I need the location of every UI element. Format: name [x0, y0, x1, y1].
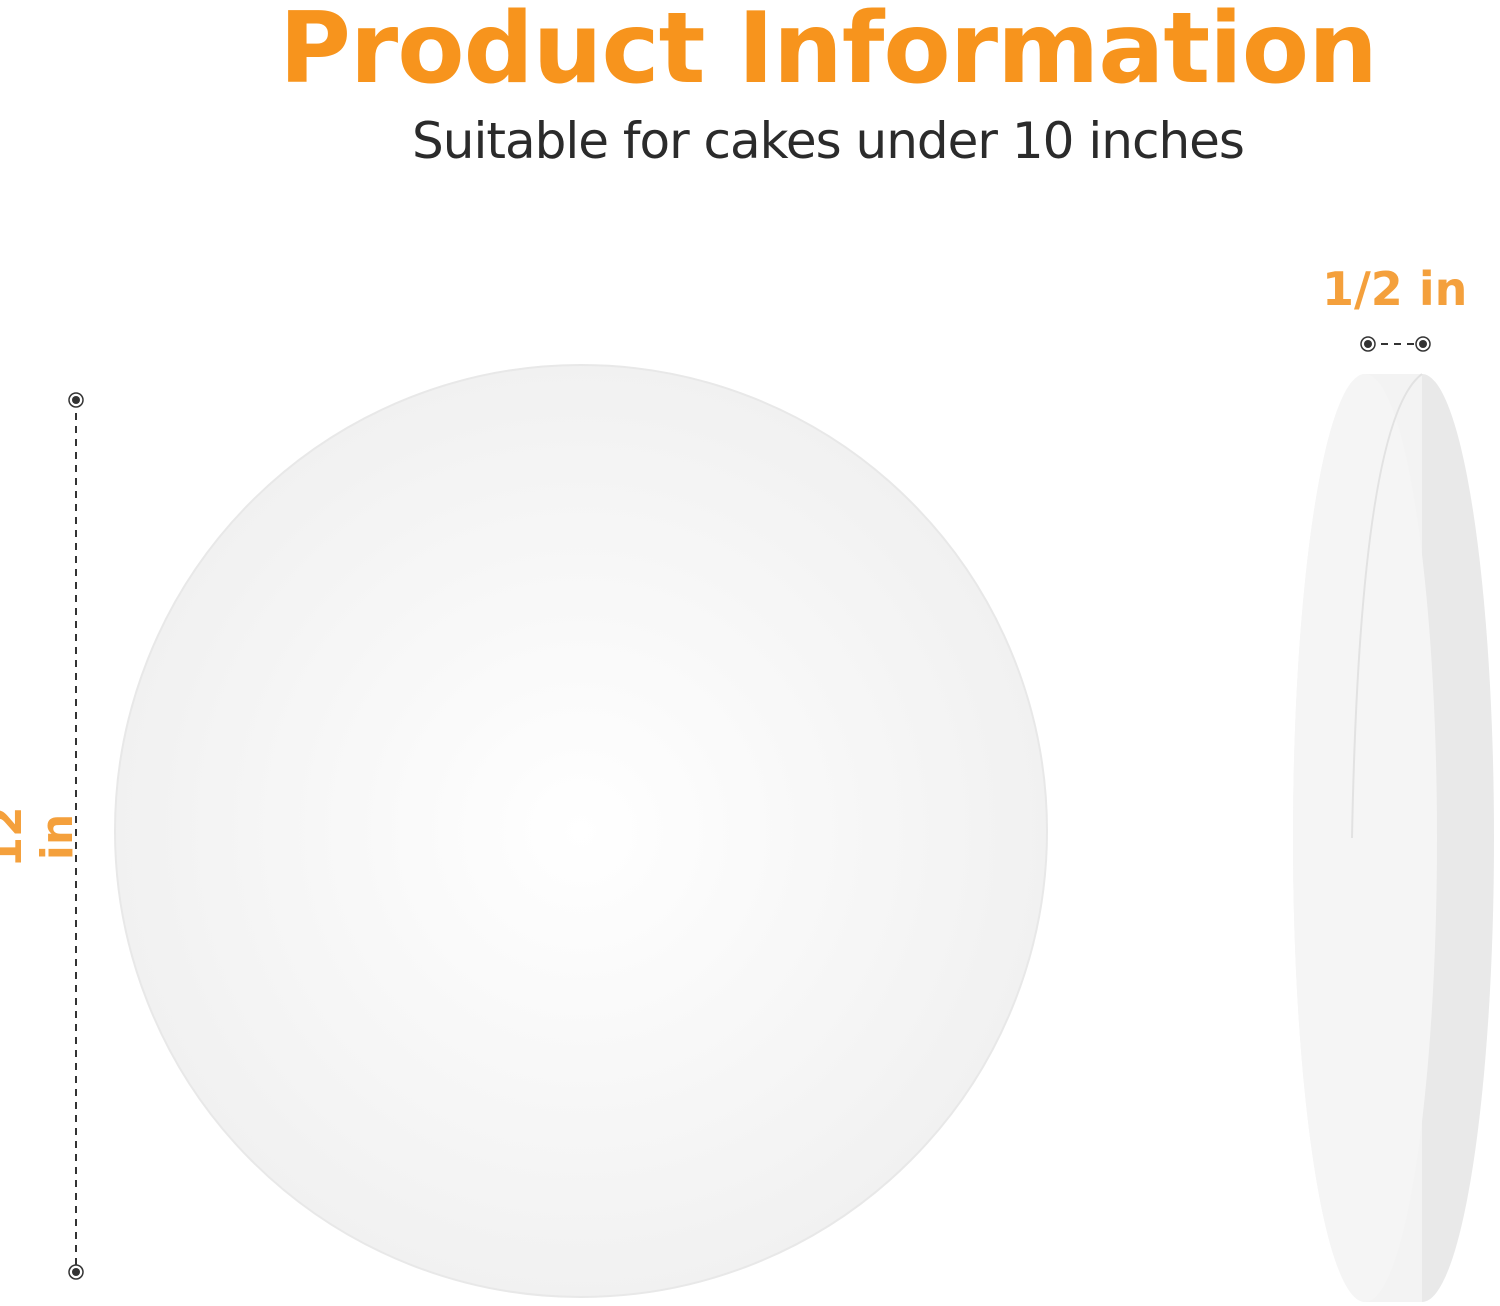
- dimension-endpoint-icon: [68, 392, 84, 408]
- dimension-endpoint-icon: [1415, 336, 1431, 352]
- cake-board-side: [1293, 373, 1494, 1302]
- dimension-endpoint-icon: [1360, 336, 1376, 352]
- page-subtitle: Suitable for cakes under 10 inches: [412, 112, 1245, 170]
- cake-board-front: [114, 364, 1048, 1298]
- thickness-dimension-line: [1360, 336, 1431, 352]
- page-title: Product Information: [279, 0, 1378, 106]
- dimension-endpoint-icon: [68, 1264, 84, 1280]
- diameter-label: 12 in: [0, 806, 83, 868]
- diameter-dimension-line: [68, 392, 84, 1280]
- thickness-label: 1/2 in: [1322, 262, 1468, 316]
